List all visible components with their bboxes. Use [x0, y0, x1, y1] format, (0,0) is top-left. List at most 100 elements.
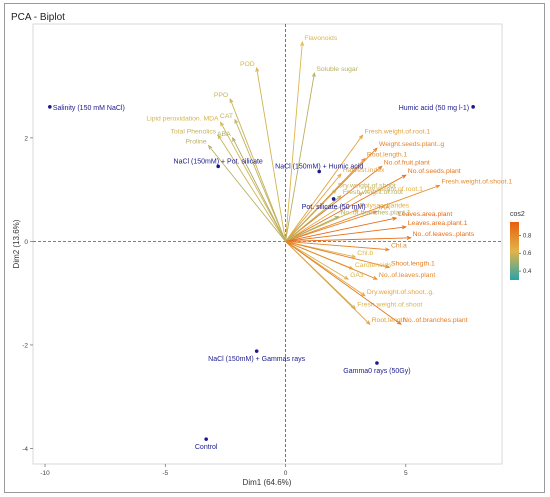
- variable-arrowhead: [353, 208, 359, 213]
- variable-arrowhead: [334, 216, 340, 220]
- cos2-legend: cos2 0.4 0.6 0.8: [510, 211, 532, 280]
- variable-arrow: [285, 192, 363, 242]
- axes: -10 -5 0 5 -4 -2 0 2: [22, 23, 503, 477]
- variable-arrow: [285, 173, 342, 242]
- observation-point: [216, 164, 220, 169]
- legend-tick-label: 0.8: [523, 233, 532, 239]
- variable-arrowhead: [332, 188, 337, 194]
- observation-point: [204, 437, 208, 441]
- observation-point: [317, 169, 322, 174]
- variable-arrow: [229, 98, 286, 242]
- y-tick-label: 2: [24, 135, 28, 142]
- variable-arrowhead: [234, 118, 239, 124]
- variable-label: Chl.b: [357, 250, 373, 257]
- legend-tick-label: 0.6: [523, 251, 532, 257]
- variable-arrowhead: [229, 97, 234, 104]
- observation-point: [254, 349, 259, 353]
- variable-arrow: [285, 226, 406, 242]
- variable-label: Weight.seeds.plant..g: [379, 141, 444, 148]
- observation-label: Pot. silicate (50 mM): [302, 204, 366, 211]
- chart-title: PCA - Biplot: [11, 12, 65, 23]
- variable-arrowhead: [406, 235, 412, 240]
- variable-label: ABA: [217, 131, 231, 138]
- observation-points: Salinity (150 mM NaCl) Humic acid (50 mg …: [48, 105, 475, 451]
- variable-arrowhead: [377, 165, 383, 171]
- variable-label: Polysaccharides: [360, 202, 410, 209]
- observation-label: NaCl (150mM) + Pot. silicate: [174, 158, 263, 165]
- observation-label: NaCl (150mM) + Gammas rays: [208, 356, 306, 363]
- variable-arrowhead: [373, 147, 378, 153]
- variable-arrow: [285, 241, 402, 325]
- variable-label: Dry.weight.of.shoot..g.: [367, 289, 434, 296]
- variable-label: Dry.weight.of.shoot: [338, 183, 396, 190]
- variable-arrow: [285, 42, 303, 242]
- observation-point: [48, 105, 52, 109]
- variable-arrow: [285, 241, 371, 325]
- variable-arrowhead: [207, 144, 213, 150]
- variable-arrowhead: [385, 247, 391, 252]
- variable-arrowhead: [372, 276, 379, 280]
- variable-arrowhead: [365, 320, 371, 326]
- variable-arrow: [285, 240, 390, 268]
- variable-arrowhead: [217, 134, 222, 140]
- variable-label: No.of.seeds.plant: [408, 168, 461, 175]
- variable-arrowhead: [336, 195, 342, 200]
- variable-label: GA3: [350, 272, 364, 279]
- variable-label: Root.length: [372, 317, 407, 324]
- variable-arrow: [232, 137, 286, 242]
- variable-arrowhead: [220, 121, 225, 127]
- y-axis-label: Dim2 (13.6%): [12, 219, 21, 268]
- legend-title: cos2: [510, 211, 525, 218]
- variable-arrow: [285, 165, 383, 242]
- variable-arrowhead: [255, 66, 260, 72]
- variable-arrowhead: [360, 292, 366, 297]
- x-tick-label: 0: [284, 470, 288, 477]
- variable-arrow: [285, 189, 337, 242]
- x-tick-label: -10: [40, 470, 50, 477]
- observation-point: [471, 105, 475, 109]
- variable-arrowhead: [401, 174, 407, 179]
- variable-arrowhead: [392, 216, 398, 221]
- x-tick-label: 5: [404, 470, 408, 477]
- observation-label: Control: [195, 444, 218, 451]
- variable-arrowhead: [351, 254, 357, 259]
- variable-arrow: [285, 237, 411, 242]
- variable-arrow: [285, 216, 339, 242]
- variable-arrowhead: [361, 157, 366, 163]
- variable-label: Shoot.length.1: [391, 260, 435, 267]
- variable-arrowhead: [401, 225, 407, 230]
- variable-arrow: [285, 240, 389, 251]
- variable-arrow: [285, 241, 349, 280]
- variable-arrowhead: [372, 210, 379, 215]
- variable-arrow: [285, 240, 378, 280]
- variable-arrowhead: [384, 264, 391, 269]
- variable-label: Fresh.weight.of.root.1: [365, 128, 431, 135]
- y-tick-label: 0: [24, 239, 28, 246]
- variable-label: Fresh.weight.of.shoot.1: [441, 179, 512, 186]
- variable-label: Soluble sugar: [316, 66, 358, 73]
- x-axis-label: Dim1 (64.6%): [243, 478, 292, 487]
- variable-label: IAA: [379, 204, 390, 211]
- variable-arrowhead: [232, 136, 236, 142]
- variable-arrow: [220, 122, 286, 242]
- variable-label: No..of.leaves..plants: [413, 231, 475, 238]
- observation-label: Humic acid (50 mg l-1): [399, 105, 469, 112]
- variable-label: CAT: [220, 113, 233, 120]
- chart-frame: -10 -5 0 5 -4 -2 0 2 Flavonoids Soluble sugar POD…: [4, 3, 545, 493]
- variable-arrow: [256, 67, 286, 242]
- observation-label: NaCl (150mM) + Humic acid: [275, 164, 363, 171]
- variable-label: No..of.branches.plant: [403, 317, 468, 324]
- variable-arrowhead: [435, 184, 441, 189]
- variable-arrowhead: [358, 192, 364, 197]
- y-tick-label: -4: [22, 446, 28, 453]
- variable-label: No.of.fruit.plant: [384, 159, 430, 166]
- y-tick-label: -2: [22, 342, 28, 349]
- variable-arrowhead: [396, 320, 402, 325]
- variable-arrowhead: [311, 72, 316, 78]
- variable-arrow: [285, 174, 407, 242]
- variable-arrow: [217, 135, 286, 242]
- variable-label: POD: [240, 61, 255, 68]
- plot-border: [32, 23, 503, 465]
- variable-label: Leaves.area.plant.1: [408, 220, 468, 227]
